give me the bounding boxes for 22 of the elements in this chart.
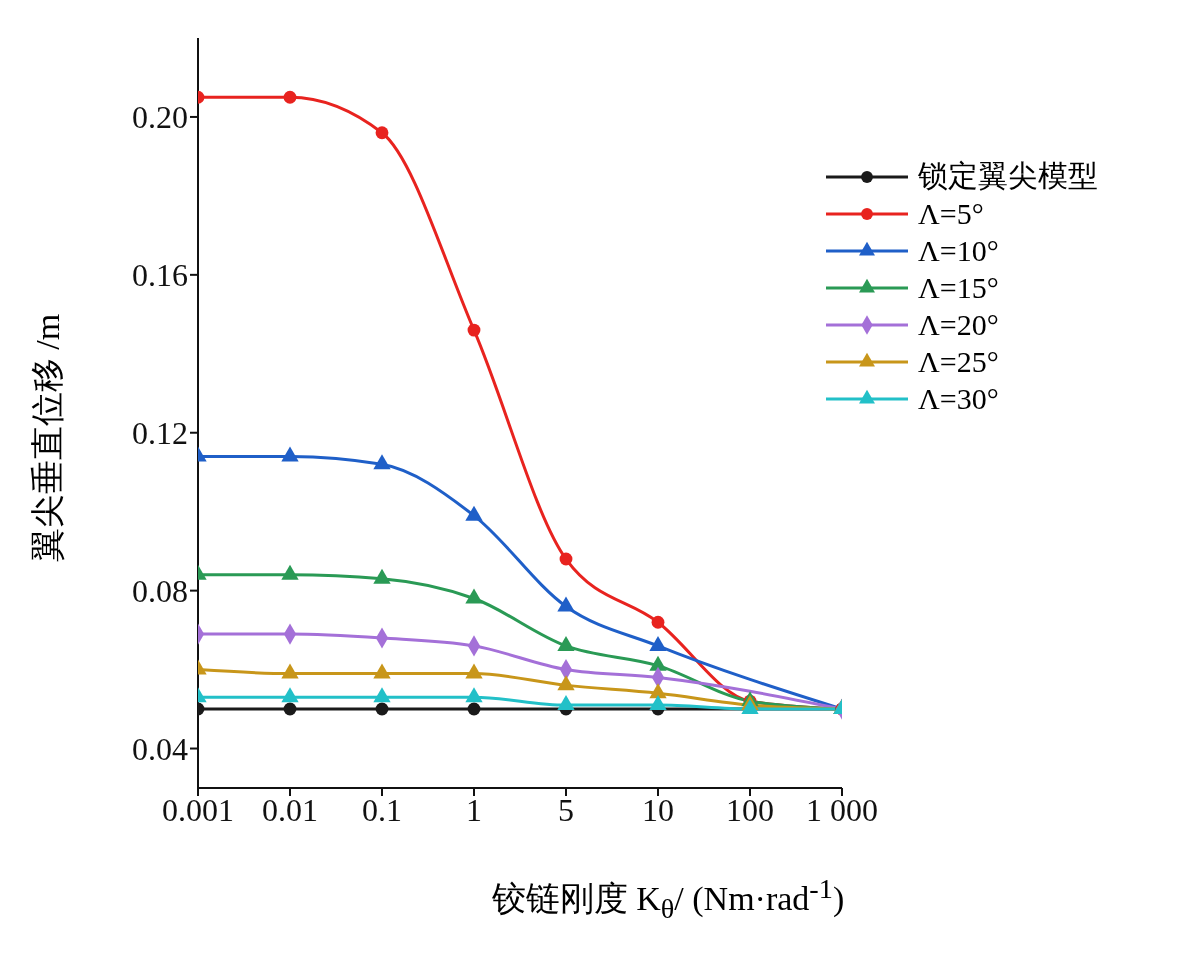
y-axis-title: 翼尖垂直位移 /m (28, 313, 67, 563)
x-tick-label: 5 (558, 791, 574, 828)
y-tick-label: 0.08 (132, 572, 188, 609)
x-tick-label: 0.01 (262, 791, 318, 828)
y-tick-label: 0.16 (132, 257, 188, 294)
x-tick-label: 0.1 (362, 791, 402, 828)
legend-label: Λ=10° (918, 233, 999, 268)
x-tick-label: 10 (642, 791, 674, 828)
y-tick-label: 0.04 (132, 730, 188, 767)
x-tick-label: 0.001 (162, 791, 234, 828)
legend-label: Λ=20° (918, 307, 999, 342)
legend-label: 锁定翼尖模型 (918, 158, 1098, 194)
x-tick-label: 1 000 (806, 791, 878, 828)
x-axis-title: 铰链刚度 K$_{θ}$/ (Nm·rad$^{-1}$) (490, 873, 846, 926)
legend-label: Λ=30° (918, 381, 999, 416)
legend-label: Λ=5° (918, 196, 984, 231)
x-tick-label: 100 (726, 791, 774, 828)
x-tick-label: 1 (466, 791, 482, 828)
y-tick-label: 0.12 (132, 415, 188, 452)
y-tick-label: 0.20 (132, 99, 188, 136)
legend-label: Λ=25° (918, 344, 999, 379)
legend-label: Λ=15° (918, 270, 999, 305)
